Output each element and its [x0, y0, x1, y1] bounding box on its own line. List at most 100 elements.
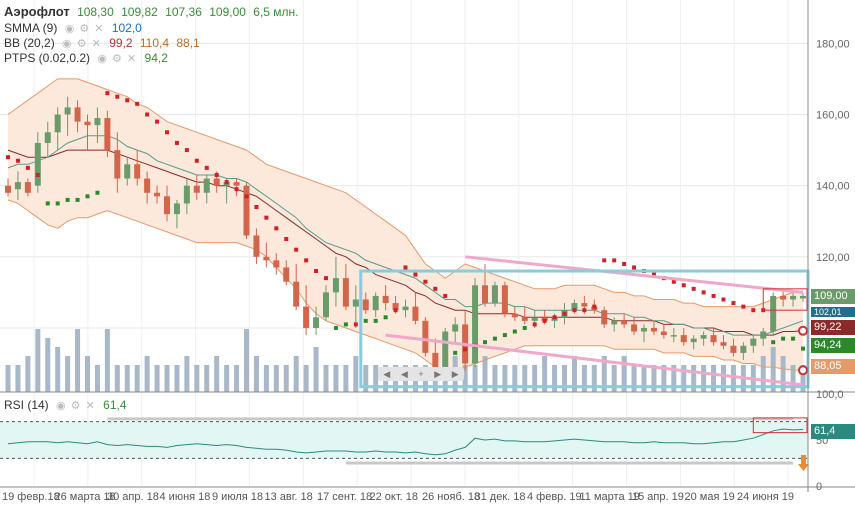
sar-dot: [174, 140, 179, 145]
candle-body: [680, 335, 687, 343]
volume-bar: [661, 365, 667, 392]
chart-navigator[interactable]: ◀ ◀ + ▶ ▶: [378, 367, 464, 381]
volume-bar: [591, 365, 597, 392]
volume-bar: [353, 356, 359, 392]
sar-dot: [552, 315, 557, 320]
volume-value: 6,5 млн.: [253, 5, 299, 19]
x-tick-label: 24 июня 19: [737, 491, 794, 503]
bb-mid-value: 99,2: [109, 36, 133, 50]
candles[interactable]: [5, 96, 806, 375]
low-value: 107,36: [165, 5, 202, 19]
volume-bar: [273, 365, 279, 392]
candle-body: [74, 107, 81, 122]
candle-body: [631, 324, 638, 332]
scroll-back-icon[interactable]: ◀: [400, 368, 408, 379]
volume-bar: [104, 329, 110, 392]
volume-bar: [114, 365, 120, 392]
candle-body: [303, 306, 310, 328]
volume-bar: [45, 338, 51, 392]
sar-dot: [55, 201, 60, 206]
scroll-left-icon[interactable]: ◀: [383, 368, 391, 379]
candle-body: [422, 320, 429, 353]
volume-bar: [323, 365, 329, 392]
rsi-controls-icon[interactable]: ◉ ⚙ ✕: [56, 400, 96, 412]
ptps-controls-icon[interactable]: ◉ ⚙ ✕: [97, 53, 138, 65]
sar-dot: [294, 247, 299, 252]
close-value: 109,00: [209, 5, 246, 19]
sar-dot: [214, 172, 219, 177]
smma-label: SMMA (9): [4, 21, 58, 35]
sar-dot: [6, 155, 10, 160]
candle-body: [84, 121, 91, 126]
sar-dot: [333, 325, 338, 330]
volume-bar: [75, 329, 81, 392]
sar-dot: [184, 148, 189, 153]
volume-bar: [15, 365, 21, 392]
candle-body: [243, 185, 250, 236]
candle-body: [34, 142, 41, 186]
volume-bar: [721, 365, 726, 392]
y-tick-label: 140,00: [816, 181, 850, 193]
scroll-right-icon[interactable]: ▶: [451, 368, 459, 379]
sar-dot: [224, 180, 229, 185]
volume-bar: [263, 365, 269, 392]
bb-mid-line: [7, 149, 804, 336]
candle-body: [392, 303, 399, 311]
sar-dot: [413, 272, 418, 277]
bb-controls-icon[interactable]: ◉ ⚙ ✕: [62, 38, 102, 50]
volume-bar: [204, 365, 210, 392]
candle-body: [511, 313, 518, 318]
sar-dot: [572, 308, 577, 313]
volume-bar: [174, 365, 180, 392]
reset-icon[interactable]: +: [418, 369, 424, 379]
candle-body: [571, 303, 578, 311]
sar-dot: [651, 272, 656, 277]
sar-dot: [194, 158, 199, 163]
smma-controls-icon[interactable]: ◉ ⚙ ✕: [64, 23, 105, 35]
sar-dot: [671, 279, 676, 284]
sar-dot: [65, 197, 70, 202]
x-tick-label: 13 авг. 18: [265, 491, 313, 503]
rsi-line: [7, 428, 804, 456]
candle-body: [203, 178, 210, 193]
candle-body: [700, 335, 707, 339]
volume-bar: [134, 365, 140, 392]
y-tick-label: 180,00: [816, 38, 850, 50]
volume-bar: [65, 356, 71, 392]
legend-bb: BB (20,2) ◉ ⚙ ✕ 99,2 110,4 88,1: [4, 36, 204, 51]
x-tick-label: 20 мая 19: [685, 491, 735, 503]
bb-upper-value: 110,4: [139, 36, 170, 50]
sar-dot: [801, 346, 805, 351]
x-tick-label: 30 апр. 18: [107, 491, 159, 503]
candle-body: [730, 345, 737, 353]
scroll-forward-icon[interactable]: ▶: [434, 368, 442, 379]
candle-body: [432, 352, 439, 368]
volume-bar: [333, 365, 339, 392]
sar-dot: [751, 308, 756, 313]
high-value: 109,82: [121, 5, 158, 19]
volume-bar: [522, 365, 528, 392]
y-tick-label: 160,00: [816, 110, 850, 122]
sar-dot: [433, 286, 438, 291]
volume-bar: [472, 365, 478, 392]
candle-body: [720, 342, 727, 346]
volume-bar: [214, 356, 220, 392]
volume-bar: [194, 365, 200, 392]
candle-body: [144, 178, 151, 193]
sar-dot: [562, 311, 567, 316]
volume-bar: [363, 365, 369, 392]
bb-band-fill: [8, 78, 803, 371]
rsi-tick-label: 0: [816, 481, 822, 493]
candle-body: [54, 114, 61, 133]
candle-body: [601, 310, 608, 325]
volume-bar: [571, 356, 577, 392]
sar-dot: [125, 98, 130, 103]
x-tick-label: 9 июля 18: [212, 491, 263, 503]
candle-body: [213, 178, 220, 186]
sar-dot: [284, 237, 289, 242]
volume-bar: [760, 356, 766, 392]
sar-dot: [463, 347, 468, 352]
candle-body: [750, 338, 757, 346]
marker-circle: [798, 325, 808, 336]
rsi-panel: [0, 391, 855, 471]
